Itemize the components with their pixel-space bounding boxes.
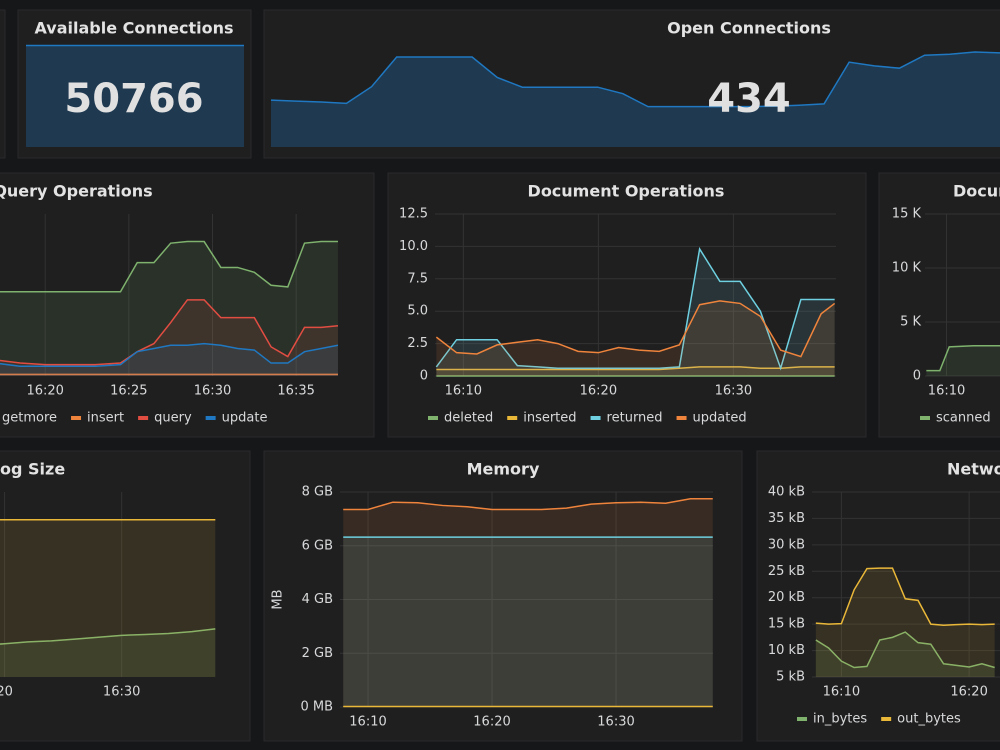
y-tick-label: 6 GB [302, 538, 333, 553]
y-tick-label: 25 kB [768, 564, 805, 579]
x-tick-label: 16:30 [194, 384, 231, 399]
stat-value: 434 [707, 76, 791, 122]
x-tick-label: 16:10 [823, 685, 860, 700]
x-tick-label: 16:30 [103, 685, 140, 700]
line [926, 345, 1000, 372]
legend-label: update [222, 411, 268, 426]
panel [756, 450, 1000, 742]
y-tick-label: 5 K [900, 315, 921, 330]
y-tick-label: 20 kB [768, 590, 805, 605]
y-tick-label: 40 kB [768, 485, 805, 500]
x-tick-label: 20 [0, 685, 13, 700]
sparkline-fill [26, 45, 244, 147]
y-axis-label: MB [271, 589, 286, 609]
area-fill [436, 300, 835, 376]
area-fill [815, 568, 995, 677]
x-tick-label: 16:10 [928, 384, 965, 399]
area-fill [926, 345, 1000, 376]
y-tick-label: 4 GB [302, 592, 333, 607]
x-tick-label: 16:20 [950, 685, 987, 700]
panel [878, 172, 1000, 438]
y-tick-label: 8 GB [302, 485, 333, 500]
panel [263, 450, 743, 742]
area-fill [0, 343, 338, 376]
legend-label: getmore [2, 411, 57, 426]
legend-label: in_bytes [813, 712, 867, 727]
panel-title: Memory [467, 460, 540, 479]
stat-value: 50766 [64, 76, 203, 122]
y-tick-label: 5.0 [407, 304, 428, 319]
legend-label: deleted [444, 411, 493, 426]
line [815, 631, 995, 669]
y-tick-label: 0 MB [300, 700, 333, 715]
area-fill [0, 241, 338, 376]
legend-label: inserted [523, 411, 576, 426]
y-tick-label: 30 kB [768, 537, 805, 552]
area-fill [0, 519, 216, 677]
x-tick-label: 16:30 [597, 715, 634, 730]
y-tick-label: 0 [913, 369, 921, 384]
legend-label: out_bytes [897, 712, 961, 727]
panel [0, 172, 375, 438]
x-tick-label: 16:35 [277, 384, 314, 399]
panel [0, 450, 251, 742]
area-fill [343, 537, 713, 707]
y-tick-label: 15 kB [768, 617, 805, 632]
line [0, 628, 216, 645]
y-tick-label: 5 kB [776, 670, 805, 685]
y-tick-label: 7.5 [407, 271, 428, 286]
x-tick-label: 16:10 [349, 715, 386, 730]
line [815, 567, 995, 626]
x-tick-label: 16:20 [26, 384, 63, 399]
y-tick-label: 10.0 [399, 239, 428, 254]
legend-label: updated [693, 411, 747, 426]
line [0, 342, 339, 368]
area-fill [436, 366, 835, 376]
panel-title: Available Connections [34, 19, 233, 38]
panel-title: og Size [0, 460, 65, 479]
sparkline [270, 51, 1000, 108]
y-tick-label: 10 K [892, 261, 922, 276]
panel [0, 9, 6, 159]
y-tick-label: 10 kB [768, 643, 805, 658]
x-tick-label: 16:20 [473, 715, 510, 730]
y-tick-label: 15 K [892, 207, 922, 222]
y-tick-label: 2.5 [407, 336, 428, 351]
panel-title: Query Operations [0, 182, 153, 201]
panel [17, 9, 252, 159]
panel-title: Document Operations [528, 182, 725, 201]
line [436, 366, 835, 371]
x-tick-label: 16:20 [580, 384, 617, 399]
line [435, 246, 835, 371]
panel-title: Open Connections [667, 19, 831, 38]
x-tick-label: 16:25 [110, 384, 147, 399]
panel [387, 172, 867, 438]
legend-label: scanned [936, 411, 991, 426]
y-tick-label: 12.5 [399, 207, 428, 222]
legend-label: insert [87, 411, 124, 426]
legend-label: returned [607, 411, 663, 426]
line [0, 240, 338, 293]
area-fill [815, 632, 995, 677]
x-tick-label: 16:10 [445, 384, 482, 399]
x-tick-label: 16:30 [715, 384, 752, 399]
line [343, 497, 713, 511]
y-tick-label: 35 kB [768, 511, 805, 526]
panel-title: Docum [953, 182, 1000, 201]
y-tick-label: 2 GB [302, 646, 333, 661]
panel-title: Netwo [947, 460, 1000, 479]
area-fill [343, 498, 713, 707]
legend-label: query [154, 411, 192, 426]
line [435, 300, 836, 358]
sparkline-fill [271, 51, 1000, 147]
panel [263, 9, 1000, 159]
y-tick-label: 0 [420, 369, 428, 384]
line [0, 299, 339, 366]
area-fill [436, 248, 835, 376]
area-fill [0, 299, 338, 376]
